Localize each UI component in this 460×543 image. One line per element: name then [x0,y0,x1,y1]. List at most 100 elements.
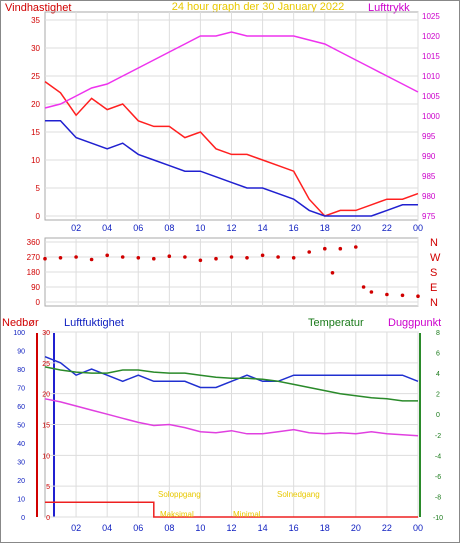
x-tick-label: 20 [351,523,361,533]
wind-axis-tick: 5 [36,184,41,193]
compass-label: N [430,297,438,309]
pressure-axis-tick: 975 [422,212,436,221]
wind-gust-line [44,80,419,217]
temperature-axis-tick: 2 [436,392,440,399]
pressure-axis-tick: 1020 [422,32,440,41]
x-tick-label: 22 [382,223,392,233]
rain-axis-tick: 90 [17,349,25,356]
rain-line [45,501,418,518]
pressure-axis-tick: 995 [422,132,436,141]
page-title: 24 hour graph der 30 January 2022 [172,1,344,13]
direction-axis-tick: 360 [27,238,41,247]
wind-direction-point [354,245,358,249]
humidity-line [44,356,419,389]
wind-direction-point [245,255,249,260]
pressure-axis-tick: 1025 [422,12,440,21]
rain-axis-tick: 60 [17,404,25,411]
pressure-axis-tick: 990 [422,152,436,161]
min-annotation: Minimal [233,510,261,519]
humidity-axis-tick: 10 [42,453,50,460]
pressure-line [44,31,419,109]
pressure-axis-tick: 980 [422,192,436,201]
temperature-axis-tick: 8 [436,330,440,337]
pressure-axis-tick: 1005 [422,92,440,101]
x-tick-label: 12 [226,223,236,233]
x-tick-label: 02 [71,523,81,533]
pressure-axis-tick: 1010 [422,72,440,81]
max-annotation: Maksimal [160,510,194,519]
compass-label: S [430,267,437,279]
pressure-axis-tick: 985 [422,172,436,181]
direction-axis-tick: 0 [36,298,41,307]
wind-axis-tick: 0 [36,212,41,221]
wind-direction-point [400,293,405,298]
x-tick-label: 00 [413,223,423,233]
temperature-axis-tick: 6 [436,351,440,358]
wind-direction-point [198,258,203,263]
x-tick-label: 14 [258,523,268,533]
wind-axis-tick: 20 [31,100,40,109]
sunset-annotation: Solnedgang [277,490,320,499]
humidity-axis-tick: 20 [42,392,50,399]
compass-label: N [430,237,438,249]
wind-direction-point [136,255,141,260]
compass-label: W [430,252,441,264]
wind-direction-point [167,254,172,258]
sunrise-annotation: Soloppgang [158,490,201,499]
wind-axis-tick: 10 [31,156,40,165]
dewpoint-label: Duggpunkt [388,317,441,329]
direction-axis-tick: 270 [27,253,41,262]
temperature-axis-tick: -2 [435,433,441,440]
temperature-label: Temperatur [308,317,364,329]
rain-axis-tick: 70 [17,386,25,393]
x-tick-label: 16 [289,223,299,233]
wind-direction-point [120,255,125,259]
wind-direction-point [385,292,389,297]
rain-axis-tick: 40 [17,441,25,448]
x-tick-label: 10 [195,523,205,533]
temperature-axis-tick: -4 [435,453,441,460]
pressure-axis-tick: 1000 [422,112,440,121]
wind-direction-point [152,256,156,261]
rain-label: Nedbør [2,317,39,329]
rain-axis-tick: 100 [13,330,25,337]
wind-axis-tick: 25 [31,72,40,81]
x-tick-label: 20 [351,223,361,233]
wind-direction-point [229,255,234,259]
x-tick-label: 10 [195,223,205,233]
wind-direction-point [89,257,94,262]
temperature-line [44,366,418,402]
pressure-axis-tick: 1015 [422,52,440,61]
rain-axis-tick: 0 [21,515,25,522]
wind-direction-point [214,256,218,261]
wind-direction-point [323,246,327,251]
x-tick-label: 08 [164,523,174,533]
x-tick-label: 06 [133,223,143,233]
direction-axis-tick: 90 [31,283,40,292]
wind-average-line [45,120,418,217]
temperature-axis-tick: -10 [433,515,443,522]
wind-direction-point [74,255,78,259]
temperature-axis-tick: 0 [436,412,440,419]
wind-direction-point [307,250,312,254]
x-tick-label: 06 [133,523,143,533]
rain-axis-tick: 10 [17,497,25,504]
x-tick-label: 14 [258,223,268,233]
compass-label: E [430,282,437,294]
x-tick-label: 00 [413,523,423,533]
x-tick-label: 04 [102,523,112,533]
humidity-axis-tick: 0 [46,515,50,522]
rain-axis-tick: 50 [17,423,25,430]
wind-direction-point [260,253,265,258]
humidity-axis-tick: 5 [46,484,50,491]
wind-direction-point [43,256,47,261]
wind-direction-point [369,290,374,294]
humidity-axis-tick: 15 [42,423,50,430]
x-tick-label: 02 [71,223,81,233]
x-tick-label: 16 [289,523,299,533]
pressure-label: Lufttrykk [368,2,410,14]
rain-axis-tick: 20 [17,478,25,485]
wind-direction-point [338,246,343,251]
